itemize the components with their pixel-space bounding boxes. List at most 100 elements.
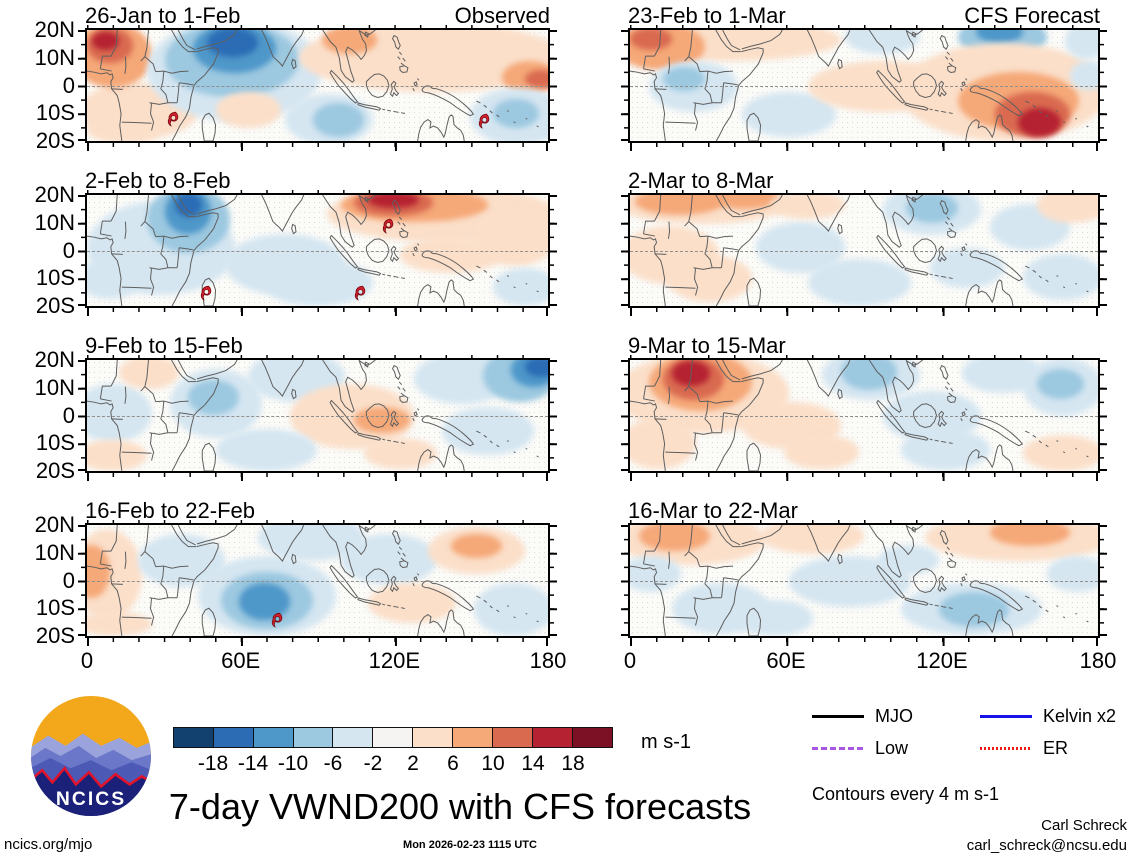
map-panel: 2-Mar to 8-Mar [621, 169, 1107, 316]
x-axis-label: 60E [221, 648, 261, 673]
anomaly-blob [938, 591, 1010, 628]
colorbar-cell [531, 727, 574, 748]
y-axis-label: 20N [34, 17, 75, 42]
anomaly-blob [87, 544, 111, 599]
panel-title: 26-Jan to 1-Feb [85, 3, 241, 28]
axis-ticks [548, 525, 554, 636]
x-axis-label: 120E [916, 648, 968, 673]
anomaly-blob [524, 69, 548, 88]
anomaly-blob [1023, 435, 1098, 471]
legend-item: Low [812, 738, 980, 759]
anomaly-blob [737, 600, 813, 636]
anomaly-blob [1023, 253, 1098, 301]
colorbar-cell [571, 727, 614, 748]
anomaly-blob [87, 116, 161, 141]
y-axis-label: 10N [34, 209, 75, 235]
anomaly-blob [634, 195, 724, 215]
panel-title: 9-Feb to 15-Feb [85, 333, 243, 358]
map-area [87, 360, 548, 471]
anomaly-blob [784, 435, 860, 469]
map-area [87, 525, 548, 636]
axis-ticks [630, 471, 1098, 477]
panel-title: 23-Feb to 1-Mar [628, 3, 786, 28]
y-axis-label: 0 [62, 567, 75, 593]
axis-ticks [548, 195, 554, 306]
anomaly-blob [312, 103, 364, 137]
y-axis-label: 20S [35, 128, 75, 153]
colorbar-units: m s-1 [641, 731, 691, 753]
axis-ticks [78, 525, 87, 636]
y-axis-label: 20S [35, 623, 75, 648]
anomaly-blob [840, 360, 897, 390]
y-axis-label: 10N [34, 44, 75, 70]
panel-title: 9-Mar to 15-Mar [628, 333, 786, 358]
anomaly-blob [1037, 195, 1098, 223]
map-panel: 26-Jan to 1-Feb Observed 20N 10N 0 10S 20S [35, 4, 557, 152]
equator-line [87, 415, 548, 417]
colorbar-level-label: 18 [561, 752, 585, 775]
cyclone-icon [380, 218, 393, 234]
anomaly-blob [441, 406, 535, 456]
anomaly-blob [1018, 107, 1061, 137]
map-panel: 16-Mar to 22-Mar 0 60E 120E 180 [621, 499, 1116, 673]
equator-line [87, 85, 548, 87]
axis-ticks [1098, 30, 1104, 141]
axis-ticks [548, 30, 554, 141]
axis-ticks [1098, 195, 1107, 306]
anomaly-blob [206, 30, 258, 57]
colorbar-level-label: 6 [447, 752, 459, 775]
anomaly-blob [662, 66, 705, 92]
colorbar-cell [292, 727, 335, 748]
axis-ticks [87, 141, 548, 147]
anomaly-blob [630, 417, 696, 469]
anomaly-blob [630, 30, 673, 50]
colorbar-cell [212, 727, 255, 748]
map-panel: 9-Feb to 15-Feb 20N 10N 0 10S 20S [35, 334, 557, 482]
colorbar-level-label: -2 [363, 752, 383, 775]
axis-ticks [548, 360, 554, 471]
anomaly-blob [1046, 556, 1098, 592]
legend: MJO Kelvin x2 Low ER [812, 706, 1134, 759]
y-axis-label: 10S [35, 430, 75, 456]
x-axis-label: 180 [529, 648, 567, 673]
y-axis-label: 20N [34, 512, 75, 537]
map-panel: 2-Feb to 8-Feb 20N 10N 0 10S 20S [35, 169, 557, 317]
axis-ticks [87, 141, 548, 151]
axis-ticks [548, 525, 557, 636]
y-axis-label: 10N [34, 374, 75, 400]
axis-ticks [87, 471, 548, 477]
x-axis-label: 0 [623, 648, 637, 673]
anomaly-blob [1069, 61, 1098, 90]
timestamp: Mon 2026-02-23 1115 UTC [403, 839, 537, 851]
equator-line [630, 415, 1098, 417]
colorbar-cell [332, 727, 374, 748]
axis-ticks [78, 195, 87, 306]
legend-item: Kelvin x2 [980, 706, 1134, 727]
anomaly-blob [400, 237, 502, 273]
map-panel: 9-Mar to 15-Mar [621, 334, 1107, 481]
axis-ticks [1098, 360, 1107, 471]
anomaly-blob [354, 406, 410, 434]
colorbar-level-label: -14 [237, 752, 269, 775]
x-axis-label: 120E [368, 648, 421, 673]
axis-ticks [1098, 525, 1107, 636]
cyclone-icon [270, 612, 283, 628]
anomaly-blob [368, 582, 456, 623]
legend-item: MJO [812, 706, 980, 727]
axis-ticks [78, 30, 87, 141]
credit-email: carl_schreck@ncsu.edu [966, 837, 1127, 854]
map-panel: 16-Feb to 22-Feb 20N 10N 0 10S 20S 0 60E 120E 180 [35, 499, 567, 674]
axis-ticks [1098, 525, 1104, 636]
ncics-logo-svg: NCICS [31, 696, 151, 816]
y-axis-label: 0 [62, 402, 75, 428]
cyclone-icon [352, 285, 365, 301]
equator-line [630, 250, 1098, 252]
site-link: ncics.org/mjo [4, 836, 93, 853]
figure-title: 7-day VWND200 with CFS forecasts [168, 786, 752, 827]
cyclone-icon [477, 113, 490, 129]
legend-label: Kelvin x2 [1043, 706, 1117, 726]
anomaly-blob [87, 439, 147, 471]
map-area [87, 30, 548, 141]
cyclone-icon [198, 285, 211, 301]
anomaly-blob [976, 30, 1024, 44]
